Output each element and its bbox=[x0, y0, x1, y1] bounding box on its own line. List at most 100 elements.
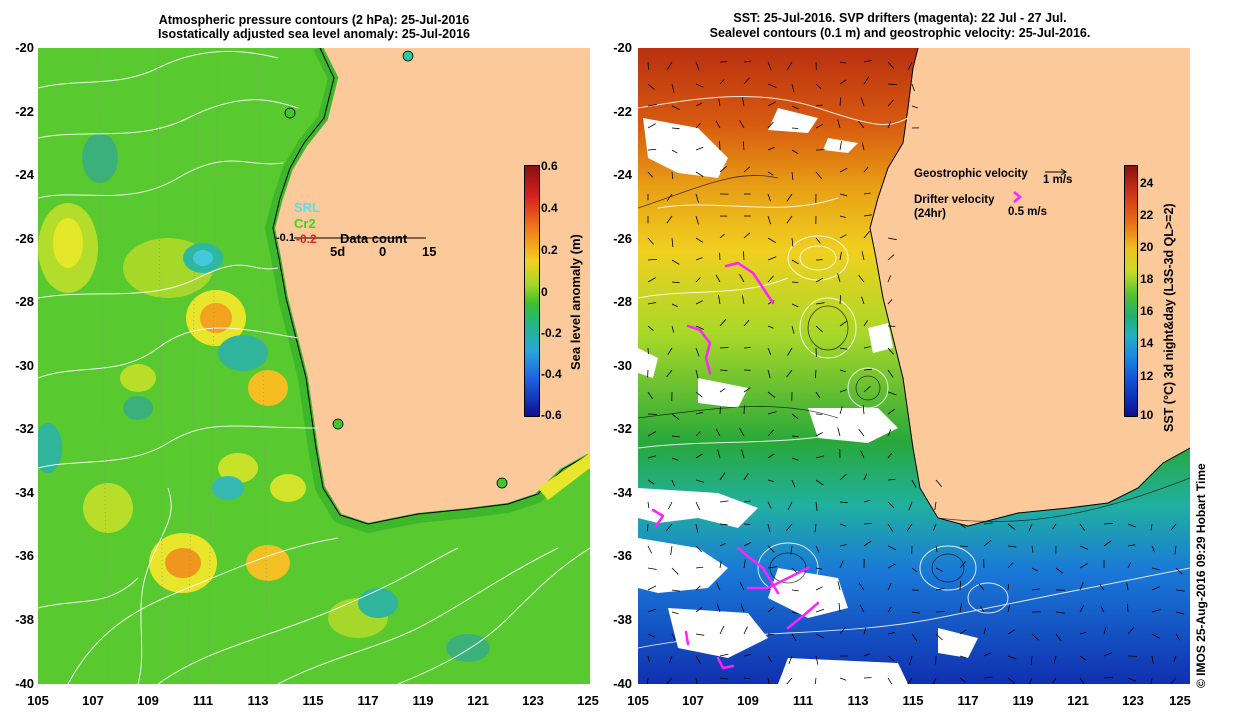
geostrophic-velocity-label: Geostrophic velocity bbox=[914, 168, 1028, 180]
lat-label: -20 bbox=[15, 40, 34, 55]
velocity-arrow bbox=[791, 633, 797, 641]
velocity-arrow bbox=[668, 655, 673, 664]
velocity-arrow bbox=[767, 347, 772, 355]
right-cbar-tick: 24 bbox=[1140, 176, 1154, 190]
velocity-arrow bbox=[767, 61, 772, 71]
lat-label: -34 bbox=[15, 485, 34, 500]
velocity-arrow bbox=[935, 567, 943, 572]
velocity-arrow bbox=[666, 193, 673, 201]
left-cbar-tick: 0.6 bbox=[541, 159, 558, 173]
velocity-arrow bbox=[695, 453, 703, 459]
velocity-arrow bbox=[719, 472, 726, 481]
velocity-arrow bbox=[887, 391, 897, 396]
velocity-arrow bbox=[859, 604, 865, 613]
velocity-arrow bbox=[839, 406, 843, 415]
velocity-arrow bbox=[1126, 582, 1129, 591]
velocity-arrow bbox=[739, 427, 745, 437]
velocity-arrow bbox=[838, 603, 841, 613]
velocity-arrow bbox=[719, 165, 728, 173]
right-cbar-tick: 18 bbox=[1140, 272, 1154, 286]
velocity-arrow bbox=[1100, 606, 1105, 613]
velocity-arrow bbox=[695, 215, 699, 225]
lat-label: -36 bbox=[15, 548, 34, 563]
velocity-arrow bbox=[695, 193, 699, 203]
velocity-arrow bbox=[1175, 633, 1180, 641]
velocity-arrow bbox=[767, 655, 773, 663]
lat-label: -24 bbox=[613, 167, 632, 182]
velocity-arrow bbox=[695, 585, 701, 591]
velocity-arrow bbox=[647, 608, 657, 613]
velocity-arrow bbox=[767, 411, 777, 415]
lat-label: -40 bbox=[613, 676, 632, 691]
velocity-arrow bbox=[647, 149, 657, 151]
velocity-arrow bbox=[839, 251, 842, 261]
velocity-arrow bbox=[695, 146, 704, 151]
velocity-arrow bbox=[787, 501, 793, 510]
velocity-arrow bbox=[743, 542, 751, 547]
velocity-arrow bbox=[743, 472, 749, 481]
velocity-arrow bbox=[791, 237, 794, 247]
velocity-arrow bbox=[1151, 633, 1160, 639]
lat-label: -40 bbox=[15, 676, 34, 691]
drifter-velocity-value: 0.5 m/s bbox=[1008, 206, 1047, 218]
velocity-arrow bbox=[815, 432, 823, 437]
velocity-arrow bbox=[695, 61, 700, 71]
velocity-arrow bbox=[647, 391, 653, 400]
velocity-arrow bbox=[839, 167, 848, 173]
velocity-arrow bbox=[959, 603, 962, 613]
velocity-arrow bbox=[695, 369, 699, 379]
velocity-arrow bbox=[719, 369, 728, 371]
velocity-arrow bbox=[671, 171, 674, 180]
velocity-arrow bbox=[863, 653, 870, 657]
velocity-arrow bbox=[741, 449, 745, 459]
velocity-arrow bbox=[815, 325, 823, 333]
velocity-arrow bbox=[666, 677, 673, 684]
velocity-arrow bbox=[858, 121, 865, 129]
data-count-0: 0 bbox=[379, 244, 387, 259]
velocity-arrow bbox=[837, 273, 841, 283]
velocity-arrow bbox=[887, 369, 894, 378]
lon-label: 117 bbox=[357, 693, 379, 708]
velocity-arrow bbox=[815, 83, 822, 89]
velocity-arrow bbox=[815, 277, 823, 283]
velocity-arrow bbox=[1055, 633, 1062, 641]
velocity-arrow bbox=[786, 193, 793, 202]
velocity-arrow bbox=[647, 83, 655, 90]
velocity-arrow bbox=[839, 295, 841, 305]
velocity-arrow bbox=[647, 501, 650, 509]
velocity-arrow bbox=[1103, 522, 1114, 525]
right-cbar-tick: 10 bbox=[1140, 408, 1154, 422]
velocity-arrow bbox=[1175, 567, 1183, 575]
velocity-arrow bbox=[671, 303, 678, 308]
lon-label: 123 bbox=[522, 693, 544, 708]
velocity-arrow bbox=[695, 122, 701, 129]
velocity-arrow bbox=[719, 625, 725, 635]
velocity-arrow bbox=[911, 611, 920, 614]
lat-label: -22 bbox=[613, 104, 632, 119]
lat-label: -32 bbox=[15, 421, 34, 436]
velocity-arrow bbox=[1175, 611, 1185, 615]
velocity-arrow bbox=[1079, 545, 1089, 550]
velocity-arrow bbox=[839, 389, 847, 393]
velocity-arrow bbox=[911, 479, 917, 488]
velocity-arrow bbox=[1079, 655, 1086, 661]
velocity-arrow bbox=[671, 149, 678, 154]
velocity-arrow bbox=[767, 83, 777, 88]
velocity-arrow bbox=[1031, 567, 1039, 572]
velocity-arrow bbox=[671, 589, 680, 592]
velocity-arrow bbox=[668, 501, 673, 510]
sea-level-anomaly-svg bbox=[38, 48, 590, 684]
velocity-arrow bbox=[647, 523, 649, 532]
velocity-arrow bbox=[791, 435, 799, 438]
velocity-arrow bbox=[983, 627, 986, 635]
right-cbar-tick: 12 bbox=[1140, 369, 1154, 383]
velocity-arrow bbox=[1174, 545, 1177, 555]
drifter-velocity-label: Drifter velocity bbox=[914, 194, 995, 206]
velocity-arrow bbox=[671, 435, 680, 438]
velocity-arrow bbox=[887, 545, 897, 551]
velocity-arrow bbox=[767, 606, 775, 613]
velocity-arrow bbox=[863, 76, 870, 85]
velocity-arrow bbox=[815, 391, 821, 399]
lon-label: 115 bbox=[902, 693, 924, 708]
lat-label: -38 bbox=[613, 612, 632, 627]
